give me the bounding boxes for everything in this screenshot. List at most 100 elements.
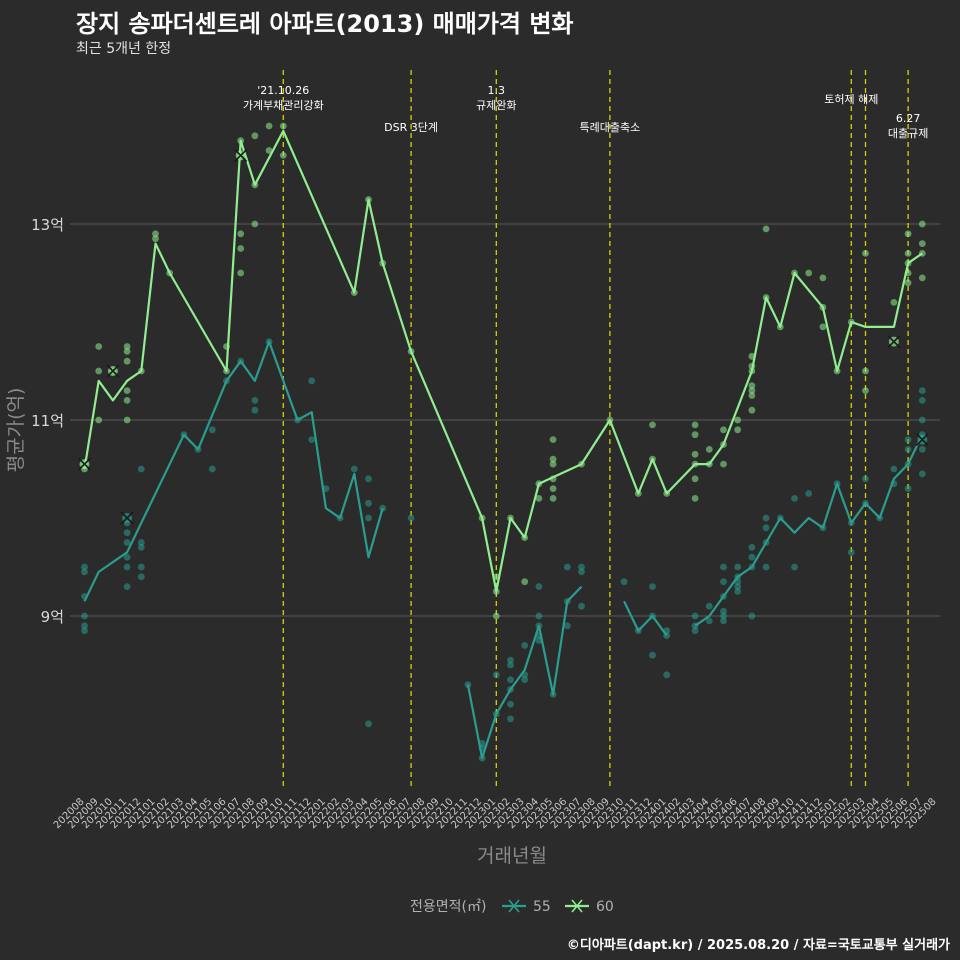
event-annotation-line: 토허제 해제: [824, 92, 878, 106]
series-55-point: [904, 485, 912, 492]
series-55-point: [918, 387, 926, 394]
series-55-highlight-marker: [915, 433, 929, 447]
series-55-point: [762, 563, 770, 571]
highlight-x-mark: [915, 433, 929, 447]
series-55-point: [137, 573, 145, 581]
series-55-point: [847, 548, 855, 556]
series-55-point: [365, 514, 372, 522]
legend-swatch-x-icon: [508, 899, 520, 913]
series-55-line: [623, 600, 668, 637]
series-60-point: [819, 323, 827, 331]
series-55-point: [918, 416, 926, 424]
series-60-point: [890, 299, 898, 306]
series-55-point: [720, 617, 727, 625]
series-55-point: [81, 622, 88, 630]
series-60-point: [95, 416, 103, 424]
series-60-point: [734, 426, 742, 434]
y-tick-label: 13억: [31, 216, 64, 234]
series-55-point: [578, 602, 585, 610]
series-55-point: [748, 544, 756, 551]
series-60-point: [549, 495, 557, 502]
series-55-point: [890, 465, 898, 473]
event-annotation-line: DSR 3단계: [384, 121, 438, 134]
series-60-point: [237, 269, 245, 277]
series-60-point: [152, 230, 159, 238]
event-annotation-line: 대출규제: [888, 127, 928, 140]
series-60-point: [819, 274, 827, 282]
series-60-point: [918, 274, 926, 282]
event-annotation: DSR 3단계: [384, 121, 438, 134]
series-60-point: [762, 225, 770, 233]
series-55-point: [805, 490, 813, 497]
x-axis-title: 거래년월: [477, 845, 547, 867]
series-60-point: [123, 343, 131, 350]
series-60-point: [918, 240, 926, 248]
series-60-highlight-marker: [887, 335, 901, 349]
series-60-point: [862, 250, 869, 257]
series-55-point: [762, 524, 770, 532]
series-60-point: [95, 343, 103, 350]
series-55-line: [694, 434, 924, 627]
series-60-point: [904, 230, 912, 238]
series-55-point: [720, 578, 727, 586]
series-60-point: [904, 250, 912, 257]
series-55-point: [251, 397, 259, 404]
series-55-point: [507, 656, 514, 664]
event-annotation: 특례대출축소: [580, 121, 641, 134]
series-55-point: [904, 446, 912, 453]
y-tick-label: 9억: [41, 608, 64, 626]
legend-label: 60: [596, 899, 614, 915]
series-60-highlight-marker: [234, 148, 248, 162]
series-55-point: [507, 700, 514, 708]
series-60-point: [691, 495, 699, 502]
series-55-point: [563, 622, 571, 630]
series-55-point: [918, 446, 926, 453]
series-55-point: [251, 406, 259, 414]
series-55-point: [365, 499, 372, 507]
series-55-point: [123, 563, 131, 571]
series-55-point: [791, 495, 798, 502]
series-55-point: [81, 568, 88, 576]
series-55-point: [720, 607, 727, 615]
event-annotation-line: 규제완화: [476, 99, 516, 112]
series-60-point: [748, 406, 756, 414]
event-annotation: '21.10.26 가계부채관리강화: [243, 84, 324, 112]
series-60-point: [265, 122, 273, 130]
series-60-point: [492, 612, 500, 620]
series-60-point: [691, 450, 699, 458]
series-60-point: [720, 426, 727, 434]
series-55-point: [578, 568, 585, 576]
highlight-x-mark: [77, 457, 92, 471]
series-60-point: [748, 382, 756, 390]
legend-title: 전용면적(㎡): [410, 899, 486, 915]
event-annotation-line: '21.10.26: [257, 84, 309, 97]
series-60-point: [123, 357, 131, 365]
series-55-point: [81, 612, 88, 620]
series-60-point: [862, 387, 869, 394]
highlight-x-mark: [234, 148, 248, 162]
chart-subtitle: 최근 5개년 한정: [76, 41, 172, 57]
series-55-point: [365, 720, 372, 728]
series-55-point: [137, 465, 145, 473]
series-55-point: [535, 583, 543, 590]
series-55-point: [123, 583, 131, 590]
series-55-point: [691, 612, 699, 620]
series-55-point: [563, 563, 571, 571]
series-60-point: [691, 475, 699, 483]
event-annotation: 1.3 규제완화: [476, 84, 516, 112]
series-60-point: [123, 416, 131, 424]
series-60-point: [705, 446, 713, 453]
y-tick-label: 11억: [31, 412, 64, 430]
legend-swatch-x-icon: [571, 899, 583, 913]
series-60-point: [95, 367, 103, 375]
series-55-point: [578, 563, 585, 571]
series-60-point: [691, 431, 699, 439]
highlight-x-mark: [120, 511, 134, 525]
series-55-point: [791, 563, 798, 571]
series-55-point: [918, 397, 926, 404]
series-60-point: [251, 220, 259, 228]
series-55-point: [748, 612, 756, 620]
series-60-point: [251, 132, 259, 140]
series-55-point: [308, 436, 316, 443]
series-60-point: [123, 397, 131, 404]
